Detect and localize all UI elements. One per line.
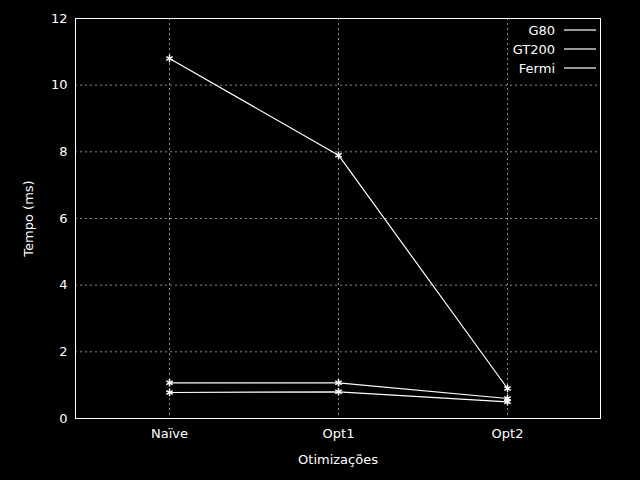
svg-text:8: 8 xyxy=(59,144,67,159)
svg-text:0: 0 xyxy=(59,411,67,426)
svg-text:6: 6 xyxy=(59,211,67,226)
svg-text:10: 10 xyxy=(51,77,68,92)
svg-text:G80: G80 xyxy=(528,23,555,38)
svg-text:Tempo (ms): Tempo (ms) xyxy=(21,180,36,257)
svg-text:2: 2 xyxy=(59,344,67,359)
svg-text:12: 12 xyxy=(51,11,68,26)
svg-text:Otimizações: Otimizações xyxy=(298,452,378,467)
svg-text:Naïve: Naïve xyxy=(151,426,188,441)
svg-text:GT200: GT200 xyxy=(513,42,555,57)
svg-text:Fermi: Fermi xyxy=(519,61,555,76)
svg-text:Opt1: Opt1 xyxy=(323,426,355,441)
svg-text:Opt2: Opt2 xyxy=(492,426,524,441)
svg-text:4: 4 xyxy=(59,277,67,292)
